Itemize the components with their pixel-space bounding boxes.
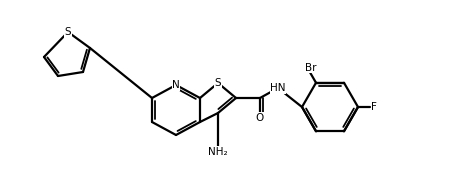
Text: S: S: [214, 78, 221, 88]
Text: NH₂: NH₂: [208, 147, 227, 157]
Text: N: N: [172, 80, 179, 90]
Text: HN: HN: [270, 83, 285, 93]
Text: S: S: [65, 27, 71, 37]
Text: F: F: [370, 102, 376, 112]
Text: Br: Br: [305, 63, 316, 73]
Text: O: O: [255, 113, 263, 123]
